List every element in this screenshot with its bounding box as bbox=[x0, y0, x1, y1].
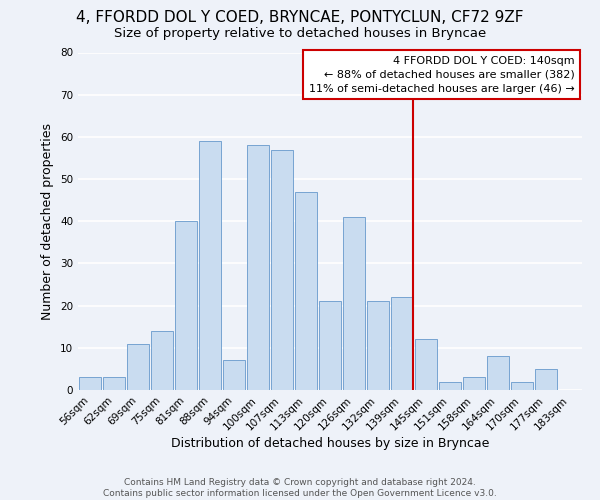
Bar bbox=[223, 360, 245, 390]
Bar bbox=[319, 302, 341, 390]
Bar bbox=[127, 344, 149, 390]
Bar bbox=[487, 356, 509, 390]
Bar bbox=[439, 382, 461, 390]
Text: 4, FFORDD DOL Y COED, BRYNCAE, PONTYCLUN, CF72 9ZF: 4, FFORDD DOL Y COED, BRYNCAE, PONTYCLUN… bbox=[76, 10, 524, 25]
Bar bbox=[175, 221, 197, 390]
Bar bbox=[295, 192, 317, 390]
X-axis label: Distribution of detached houses by size in Bryncae: Distribution of detached houses by size … bbox=[171, 438, 489, 450]
Y-axis label: Number of detached properties: Number of detached properties bbox=[41, 122, 55, 320]
Bar bbox=[391, 297, 413, 390]
Bar bbox=[415, 340, 437, 390]
Bar bbox=[199, 141, 221, 390]
Text: 4 FFORDD DOL Y COED: 140sqm
← 88% of detached houses are smaller (382)
11% of se: 4 FFORDD DOL Y COED: 140sqm ← 88% of det… bbox=[308, 56, 574, 94]
Bar bbox=[511, 382, 533, 390]
Bar bbox=[79, 378, 101, 390]
Text: Size of property relative to detached houses in Bryncae: Size of property relative to detached ho… bbox=[114, 28, 486, 40]
Bar bbox=[463, 378, 485, 390]
Bar bbox=[247, 146, 269, 390]
Bar bbox=[343, 217, 365, 390]
Bar bbox=[271, 150, 293, 390]
Bar bbox=[103, 378, 125, 390]
Text: Contains HM Land Registry data © Crown copyright and database right 2024.
Contai: Contains HM Land Registry data © Crown c… bbox=[103, 478, 497, 498]
Bar bbox=[367, 302, 389, 390]
Bar bbox=[151, 331, 173, 390]
Bar bbox=[535, 369, 557, 390]
